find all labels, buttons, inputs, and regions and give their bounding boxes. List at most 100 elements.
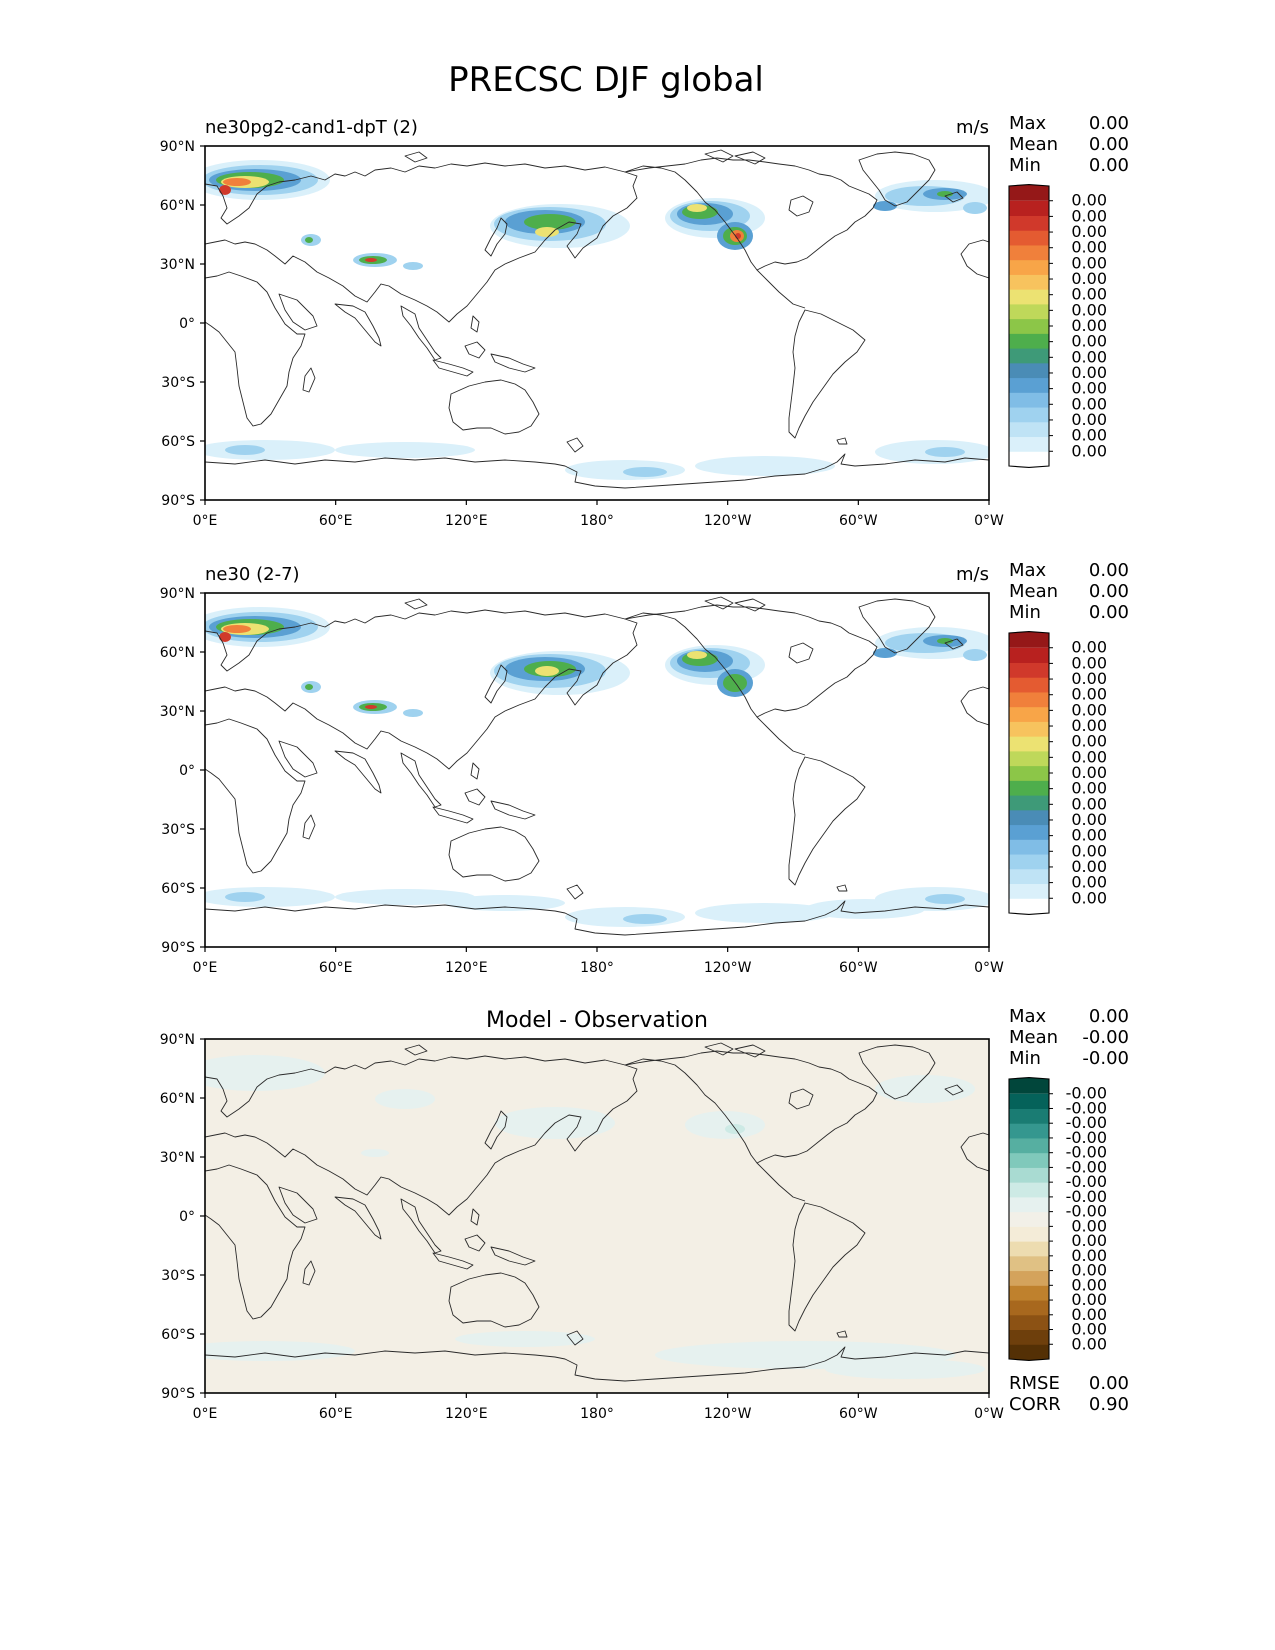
- precip-contour: [623, 914, 667, 924]
- y-tick-label: 90°N: [160, 586, 195, 602]
- y-tick-label: 30°S: [161, 822, 195, 838]
- colorbar-segment: [1009, 1182, 1049, 1198]
- colorbar-segment: [1009, 259, 1049, 275]
- y-tick-label: 90°S: [161, 940, 195, 956]
- colorbar-segment: [1009, 1167, 1049, 1183]
- colorbar-tick-label: -0.00: [1066, 1187, 1107, 1206]
- y-tick-label: 30°S: [161, 375, 195, 391]
- colorbar-outline: [1008, 183, 1050, 469]
- figure-title: PRECSC DJF global: [448, 60, 764, 100]
- colorbar-segment: [1009, 1211, 1049, 1227]
- precip-contour: [687, 204, 707, 212]
- precip-contour: [695, 903, 835, 923]
- colorbar-tick-label: -0.00: [1066, 1128, 1107, 1147]
- colorbar-tick-label: 0.00: [1071, 638, 1107, 657]
- colorbar-tick-label: 0.00: [1071, 206, 1107, 225]
- x-tick-label: 0°W: [974, 960, 1004, 976]
- colorbar-segment: [1009, 1314, 1049, 1331]
- x-tick-label: 120°W: [704, 1406, 752, 1422]
- precip-contour: [805, 899, 925, 919]
- colorbar-tick-label: 0.00: [1071, 441, 1107, 460]
- precip-contour: [365, 705, 377, 709]
- colorbar-segment: [1009, 318, 1049, 334]
- colorbar-segment: [1009, 677, 1049, 693]
- colorbar-segment: [1009, 1241, 1049, 1257]
- stat-label: Min: [1009, 602, 1041, 623]
- colorbar-segment: [1009, 750, 1049, 767]
- colorbar-segment: [1009, 721, 1049, 737]
- colorbar-segment: [1009, 1123, 1049, 1139]
- colorbar-tick-label: 0.00: [1071, 379, 1107, 398]
- colorbar-segment: [1009, 333, 1049, 349]
- colorbar-tick-label: 0.00: [1071, 888, 1107, 907]
- map-panel-2: 0°E 60°E 120°E 180° 120°W 60°W 0°W 90°N 60°N 30°N…: [160, 560, 1129, 976]
- colorbar-tick-label: 0.00: [1071, 426, 1107, 445]
- x-tick-label: 60°E: [319, 513, 353, 529]
- precip-contour: [225, 892, 265, 902]
- panel-title: ne30 (2-7): [205, 564, 300, 585]
- precip-contour: [403, 709, 423, 717]
- map-panel-3: 0°E 60°E 120°E 180° 120°W 60°W 0°W 90°N 60°N 30°N…: [160, 1006, 1129, 1422]
- precip-contour: [205, 887, 335, 907]
- colorbar-tick-label: 0.00: [1071, 300, 1107, 319]
- colorbar-tick-label: 0.00: [1071, 700, 1107, 719]
- colorbar-segment: [1009, 1329, 1049, 1345]
- colorbar-tick-label: 0.00: [1071, 841, 1107, 860]
- colorbar-tick-label: 0.00: [1071, 347, 1107, 366]
- precip-contour: [445, 895, 565, 911]
- x-tick-label: 0°W: [974, 1406, 1004, 1422]
- x-tick-label: 120°E: [445, 960, 488, 976]
- colorbar-segment: [1009, 839, 1049, 855]
- x-tick-label: 180°: [580, 1406, 614, 1422]
- precip-contour: [219, 185, 231, 195]
- y-tick-label: 90°N: [160, 1032, 195, 1048]
- colorbar-segment: [1009, 362, 1049, 379]
- colorbar-tick-label: 0.00: [1071, 1246, 1107, 1265]
- colorbar-segment: [1009, 303, 1049, 320]
- precip-contour: [825, 1359, 985, 1379]
- colorbar-segment: [1009, 1137, 1049, 1154]
- colorbar: 0.000.000.000.000.000.000.000.000.000.00…: [1008, 630, 1107, 916]
- y-tick-label: 60°N: [160, 198, 195, 214]
- stat-label: Max: [1009, 1006, 1047, 1027]
- x-tick-label: 120°W: [704, 513, 752, 529]
- precip-contour: [225, 445, 265, 455]
- colorbar-tick-label: 0.00: [1071, 1261, 1107, 1280]
- precip-contour: [695, 456, 835, 476]
- stat-value: -0.00: [1082, 1048, 1129, 1069]
- filled-contours: [205, 1039, 989, 1393]
- x-tick-label: 60°W: [839, 1406, 878, 1422]
- colorbar-segment: [1009, 215, 1049, 231]
- colorbar-extend-high: [1009, 631, 1049, 648]
- colorbar-tick-label: 0.00: [1071, 332, 1107, 351]
- colorbar-tick-label: 0.00: [1071, 716, 1107, 735]
- colorbar-segment: [1009, 854, 1049, 870]
- x-tick-label: 60°E: [319, 1406, 353, 1422]
- colorbar-segment: [1009, 230, 1049, 246]
- stat-value: 0.00: [1089, 1006, 1129, 1027]
- colorbar-segment: [1009, 662, 1049, 678]
- stat-value: 0.90: [1089, 1394, 1129, 1415]
- stat-value: 0.00: [1089, 1373, 1129, 1394]
- colorbar-tick-label: 0.00: [1071, 238, 1107, 257]
- colorbar-tick-label: -0.00: [1066, 1113, 1107, 1132]
- precip-contour: [361, 1149, 389, 1157]
- y-tick-label: 60°N: [160, 645, 195, 661]
- x-tick-label: 0°E: [193, 960, 218, 976]
- stat-value: 0.00: [1089, 581, 1129, 602]
- stat-value: 0.00: [1089, 113, 1129, 134]
- x-tick-label: 60°E: [319, 960, 353, 976]
- precip-contour: [925, 894, 965, 904]
- colorbar-segment: [1009, 421, 1049, 438]
- colorbar-tick-label: 0.00: [1071, 191, 1107, 210]
- precip-contour: [524, 214, 576, 230]
- y-tick-label: 60°N: [160, 1091, 195, 1107]
- precip-contour: [223, 625, 251, 633]
- x-tick-label: 120°E: [445, 513, 488, 529]
- colorbar-segment: [1009, 883, 1049, 899]
- colorbar-tick-label: -0.00: [1066, 1084, 1107, 1103]
- precip-contour: [205, 1341, 355, 1361]
- colorbar-segment: [1009, 200, 1049, 216]
- x-tick-label: 0°W: [974, 513, 1004, 529]
- colorbar-tick-label: 0.00: [1071, 285, 1107, 304]
